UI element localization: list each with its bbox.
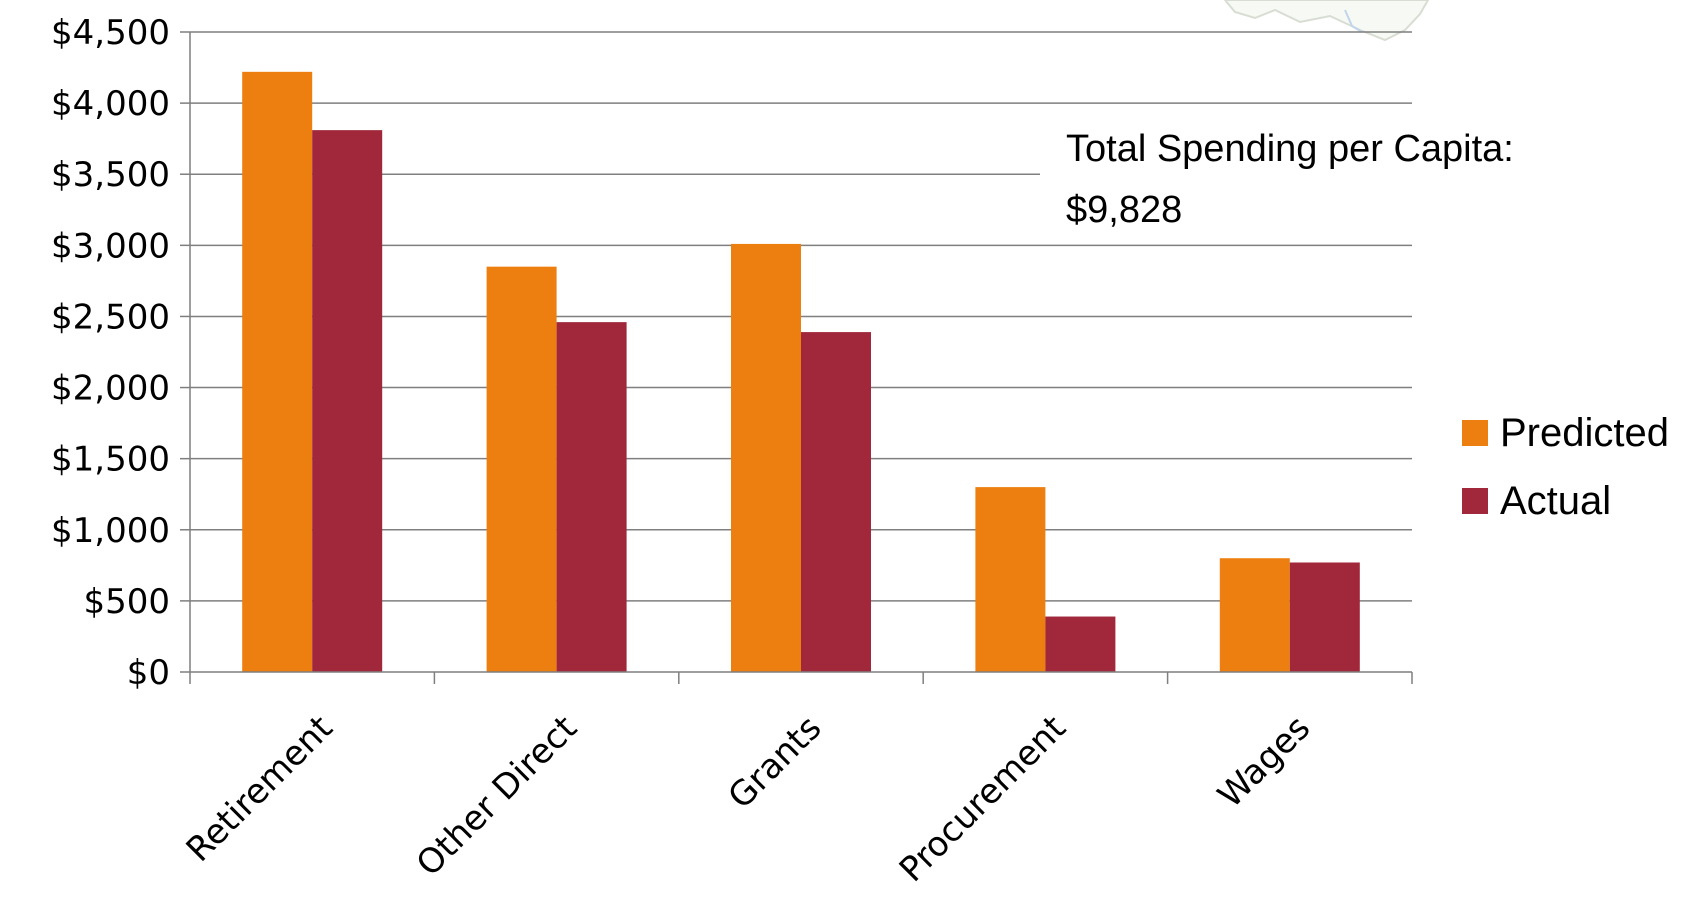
y-tick-label: $500 [83,582,170,622]
legend: Predicted Actual [1462,411,1669,523]
x-axis-category-labels: Retirement Other Direct Grants Procurement W… [179,708,1318,890]
legend-label-actual: Actual [1500,479,1611,523]
legend-label-predicted: Predicted [1500,411,1669,455]
bar-actual-grants [801,332,871,672]
x-category-label: Other Direct [409,708,585,884]
legend-swatch-actual [1462,488,1488,514]
bar-predicted-other-direct [486,266,557,672]
x-category-label: Retirement [179,708,341,870]
y-tick-label: $1,000 [51,511,170,551]
y-tick-label: $1,500 [51,440,170,480]
y-axis-tick-labels: $0 $500 $1,000 $1,500 $2,000 $2,500 $3,000 $3,5… [51,13,170,693]
y-tick-label: $4,000 [51,84,170,124]
map-illustration [1223,0,1430,42]
y-tick-label: $2,000 [51,369,170,409]
annotation-line-2: $9,828 [1066,189,1182,231]
y-tick-label: $3,500 [51,155,170,195]
y-tick-label: $2,500 [51,297,170,337]
y-tick-label: $0 [127,653,170,693]
bar-predicted-retirement [242,71,313,673]
x-category-label: Grants [721,708,830,817]
bar-actual-procurement [1045,616,1116,672]
y-tick-label: $3,000 [51,226,170,266]
bar-actual-other-direct [556,322,627,672]
bars [242,71,1360,673]
bar-predicted-wages [1219,558,1290,672]
x-category-label: Procurement [892,708,1074,890]
bar-actual-wages [1289,562,1360,672]
x-category-label: Wages [1210,708,1318,816]
legend-swatch-predicted [1462,420,1488,446]
y-tick-label: $4,500 [51,13,170,53]
axes [180,31,1413,684]
bar-actual-retirement [312,130,383,673]
annotation-line-1: Total Spending per Capita: [1066,128,1514,170]
annotation-background [1040,115,1460,230]
bar-predicted-procurement [975,487,1046,672]
bar-predicted-grants [731,243,801,672]
